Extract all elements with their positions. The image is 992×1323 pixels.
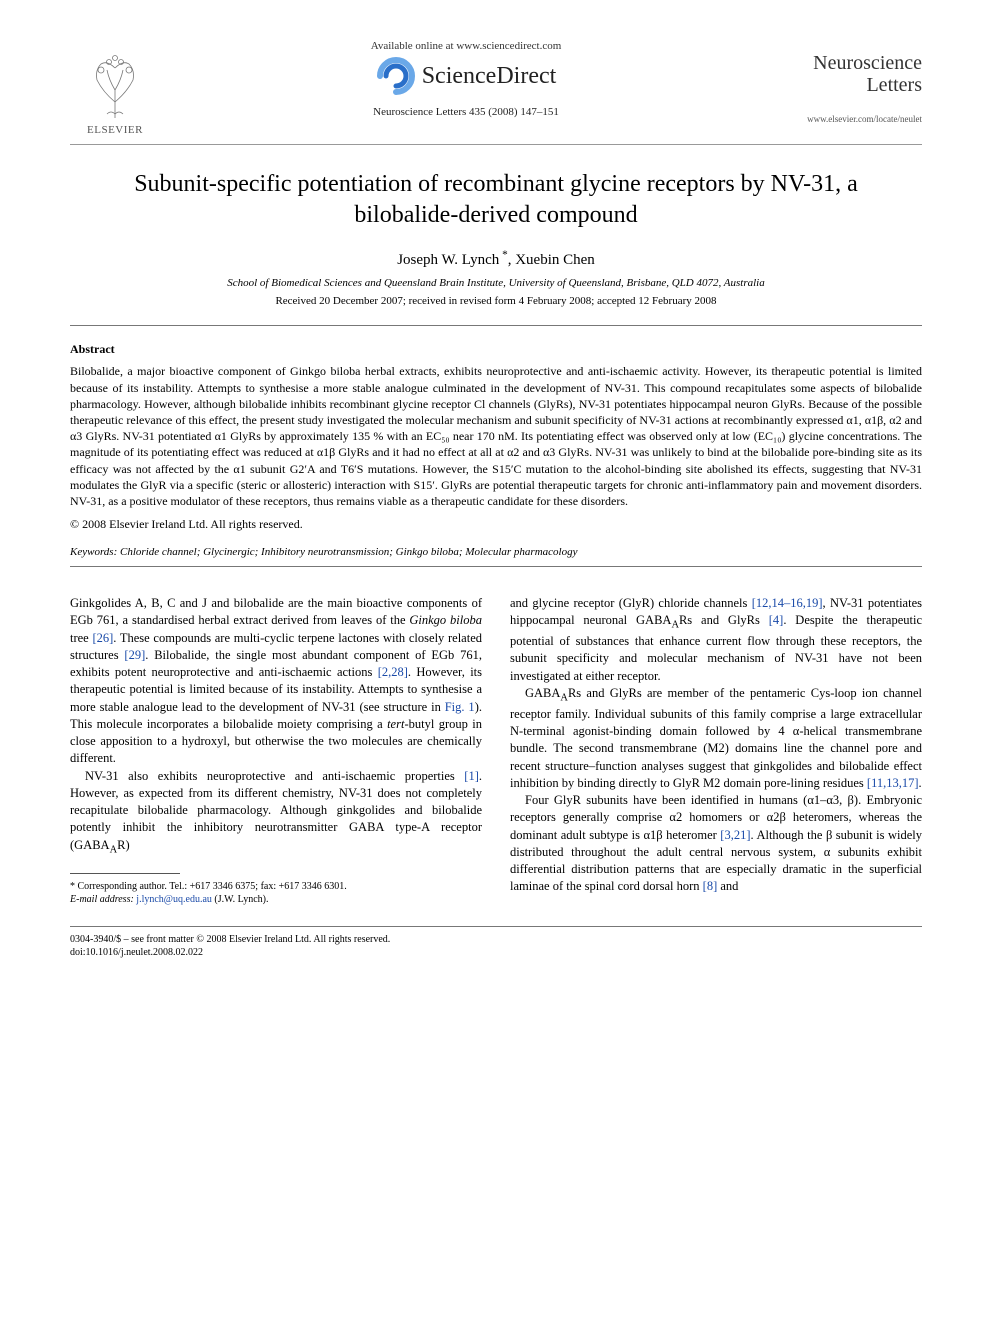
journal-name-line2: Letters [772, 74, 922, 96]
body-paragraph: Four GlyR subunits have been identified … [510, 792, 922, 896]
elsevier-tree-icon [85, 50, 145, 120]
keywords-list: Chloride channel; Glycinergic; Inhibitor… [120, 546, 577, 558]
article-body: Ginkgolides A, B, C and J and bilobalide… [70, 595, 922, 906]
abstract-text: Bilobalide, a major bioactive component … [70, 363, 922, 509]
post-keywords-rule [70, 566, 922, 567]
corresponding-author-footnote: * Corresponding author. Tel.: +617 3346 … [70, 880, 482, 906]
abstract-copyright: © 2008 Elsevier Ireland Ltd. All rights … [70, 517, 922, 532]
body-paragraph: GABAARs and GlyRs are member of the pent… [510, 685, 922, 792]
keywords-label: Keywords: [70, 546, 117, 558]
publisher-logo-block: ELSEVIER [70, 40, 160, 136]
citation-ref[interactable]: [4] [769, 613, 784, 627]
article-title: Subunit-specific potentiation of recombi… [100, 169, 892, 231]
citation-ref[interactable]: [3,21] [720, 828, 750, 842]
citation-ref[interactable]: [26] [92, 631, 113, 645]
author-list: Joseph W. Lynch *, Xuebin Chen [70, 249, 922, 269]
available-online-text: Available online at www.sciencedirect.co… [180, 40, 752, 52]
figure-ref[interactable]: Fig. 1 [445, 700, 475, 714]
body-paragraph: Ginkgolides A, B, C and J and bilobalide… [70, 595, 482, 768]
body-paragraph: and glycine receptor (GlyR) chloride cha… [510, 595, 922, 685]
footnote-rule [70, 873, 180, 874]
front-matter-rule [70, 926, 922, 927]
citation-ref[interactable]: [29] [124, 648, 145, 662]
journal-header: ELSEVIER Available online at www.science… [70, 40, 922, 136]
front-matter-line: 0304-3940/$ – see front matter © 2008 El… [70, 933, 922, 946]
footnote-block: * Corresponding author. Tel.: +617 3346 … [70, 873, 482, 906]
affiliation: School of Biomedical Sciences and Queens… [70, 277, 922, 289]
journal-title-block: Neuroscience Letters www.elsevier.com/lo… [772, 40, 922, 124]
doi-line: doi:10.1016/j.neulet.2008.02.022 [70, 946, 922, 959]
citation-line: Neuroscience Letters 435 (2008) 147–151 [180, 106, 752, 118]
abstract-heading: Abstract [70, 342, 922, 357]
header-rule [70, 144, 922, 145]
keywords-line: Keywords: Chloride channel; Glycinergic;… [70, 546, 922, 558]
citation-ref[interactable]: [2,28] [378, 665, 408, 679]
journal-name-line1: Neuroscience [772, 52, 922, 74]
article-dates: Received 20 December 2007; received in r… [70, 295, 922, 307]
journal-url: www.elsevier.com/locate/neulet [772, 114, 922, 124]
pre-abstract-rule [70, 325, 922, 326]
email-link[interactable]: j.lynch@uq.edu.au [136, 894, 212, 905]
citation-ref[interactable]: [1] [464, 769, 479, 783]
citation-ref[interactable]: [8] [703, 879, 718, 893]
front-matter: 0304-3940/$ – see front matter © 2008 El… [70, 933, 922, 959]
citation-ref[interactable]: [12,14–16,19] [752, 596, 823, 610]
sciencedirect-logo: ScienceDirect [180, 56, 752, 96]
publisher-label: ELSEVIER [87, 124, 143, 136]
sciencedirect-swoosh-icon [376, 56, 416, 96]
citation-ref[interactable]: [11,13,17] [867, 776, 919, 790]
header-center: Available online at www.sciencedirect.co… [160, 40, 772, 118]
sciencedirect-wordmark: ScienceDirect [422, 63, 557, 90]
body-paragraph: NV-31 also exhibits neuroprotective and … [70, 768, 482, 858]
